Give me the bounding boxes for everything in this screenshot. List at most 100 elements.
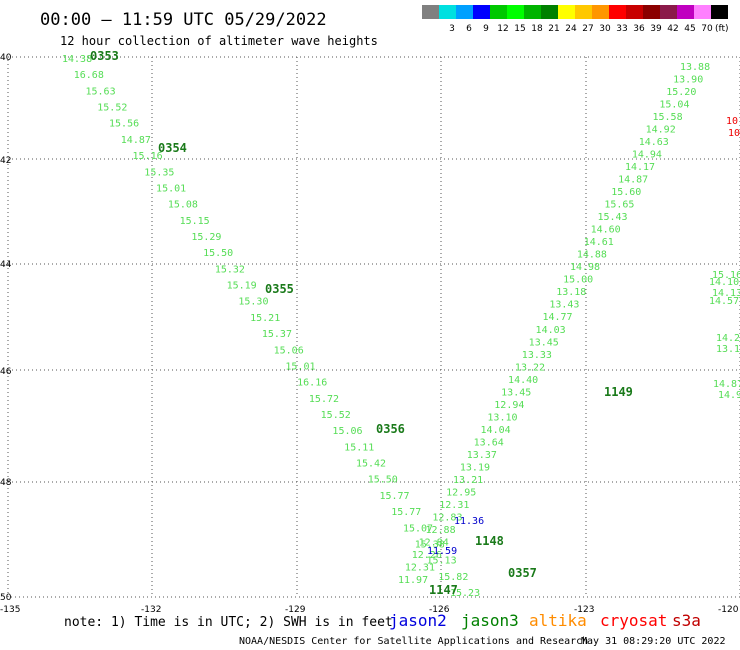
sat-cryosat: cryosat [600, 611, 667, 630]
sat-jason2: jason2 [389, 611, 447, 630]
wave-height-label: 14.92 [646, 125, 676, 136]
legend-swatch [490, 5, 507, 19]
wave-height-label: 15.32 [215, 264, 245, 275]
wave-height-label: 15.50 [368, 475, 398, 486]
legend-tick-label: 45 [684, 24, 695, 34]
legend-tick-label: 33 [616, 24, 627, 34]
legend-tick-label: 15 [514, 24, 525, 34]
wave-height-label: 14.98 [570, 262, 600, 273]
wave-height-label: 10 [728, 128, 740, 139]
lon-label-129: -129 [285, 605, 306, 615]
lat-label-40: 40 [0, 53, 12, 63]
wave-height-label: 15.19 [227, 281, 257, 292]
legend-tick-label: 24 [565, 24, 577, 34]
lat-label-44: 44 [0, 260, 12, 270]
wave-height-label: 15.52 [321, 410, 351, 421]
legend-tick-label: 6 [466, 24, 472, 34]
legend-tick-label: 27 [582, 24, 593, 34]
legend-tick-label: 36 [633, 24, 645, 34]
longitude-labels: -135 -132 -129 -126 -123 -120 [0, 605, 739, 615]
pass-time-label: 1148 [475, 534, 504, 548]
wave-height-label: 15.29 [191, 232, 221, 243]
legend-swatch [677, 5, 694, 19]
wave-height-label: 15.65 [604, 200, 634, 211]
wave-height-label: 14.63 [639, 137, 669, 148]
legend-swatch [609, 5, 626, 19]
wave-height-label: 15.13 [426, 556, 456, 567]
sat-s3a: s3a [672, 611, 701, 630]
wave-height-label: 13.45 [529, 337, 559, 348]
generated-timestamp: May 31 08:29:20 UTC 2022 [581, 636, 726, 647]
wave-height-label: 14.57 [709, 296, 739, 307]
wave-height-label: 14.17 [625, 162, 655, 173]
legend-tick-label: 18 [531, 24, 543, 34]
wave-height-label: 15.23 [450, 588, 480, 599]
legend-swatch [660, 5, 677, 19]
pass-time-label: 0356 [376, 422, 405, 436]
wave-height-label: 13.45 [501, 387, 531, 398]
wave-height-label: 12.95 [446, 487, 476, 498]
wave-height-label: 12.31 [439, 500, 469, 511]
wave-height-label: 15.56 [109, 119, 139, 130]
wave-height-label: 14.88 [577, 250, 607, 261]
wave-height-label: 12.88 [426, 525, 456, 536]
wave-height-label: 15.16 [712, 270, 740, 281]
legend-swatch [507, 5, 524, 19]
map-title: 00:00 – 11:59 UTC 05/29/2022 [40, 10, 327, 30]
pass-time-label: 0357 [508, 566, 537, 580]
sat-altika: altika [529, 611, 587, 630]
legend-tick-label: 39 [650, 24, 662, 34]
wave-height-label: 14.03 [536, 325, 566, 336]
lon-label-132: -132 [141, 605, 161, 615]
pass-time-label: 1147 [429, 583, 458, 597]
lat-label-42: 42 [0, 156, 11, 166]
lon-label-126: -126 [429, 605, 450, 615]
wave-height-label: 16.16 [297, 378, 327, 389]
legend-swatch [473, 5, 490, 19]
wave-height-label: 15.60 [611, 187, 641, 198]
wave-height-label: 13.21 [453, 475, 483, 486]
pass-time-label: 0355 [265, 282, 294, 296]
wave-height-label: 15.63 [86, 86, 116, 97]
wave-height-label: 15.77 [379, 491, 409, 502]
wave-height-label: 14.87 [618, 175, 648, 186]
legend-swatch [592, 5, 609, 19]
wave-height-label: 15.38 [415, 539, 445, 550]
wave-height-label: 13.10 [487, 412, 517, 423]
lon-label-120: -120 [718, 605, 739, 615]
sat-jason3: jason3 [461, 611, 519, 630]
color-legend: 3 6 9 12 15 18 21 24 27 30 33 36 39 42 45 70 [422, 5, 728, 34]
wave-height-label: 15.06 [332, 426, 362, 437]
lat-label-50: 50 [0, 593, 12, 603]
wave-height-label: 13.15 [716, 344, 740, 355]
pass-time-label: 0354 [158, 141, 187, 155]
legend-swatch [541, 5, 558, 19]
wave-height-label: 13.33 [522, 350, 552, 361]
footer-note: note: 1) Time is in UTC; 2) SWH is in fe… [64, 615, 393, 630]
wave-height-label: 15.35 [144, 167, 174, 178]
legend-swatch [626, 5, 643, 19]
wave-height-label: 16.68 [74, 70, 104, 81]
wave-height-label: 14.38 [62, 54, 92, 65]
wave-height-label: 15.50 [203, 248, 233, 259]
wave-height-label: 14.77 [542, 312, 572, 323]
wave-height-label: 13.18 [556, 287, 586, 298]
lon-label-135: -135 [0, 605, 20, 615]
wave-height-label: 12.83 [432, 512, 462, 523]
wave-height-label: 13.64 [474, 437, 504, 448]
wave-height-observations: 14.38 16.68 15.63 15.52 15.56 14.87 15.16 15.35… [62, 54, 740, 599]
wave-height-label: 13.19 [460, 462, 490, 473]
legend-tick-label: 21 [548, 24, 559, 34]
credit-line: NOAA/NESDIS Center for Satellite Applica… [239, 636, 588, 647]
lon-label-123: -123 [574, 605, 594, 615]
wave-height-label: 14.10 [709, 277, 739, 288]
map-subtitle: 12 hour collection of altimeter wave hei… [60, 34, 378, 48]
legend-tick-label: 9 [483, 24, 489, 34]
wave-height-label: 15.04 [659, 100, 689, 111]
wave-height-label: 12.94 [494, 400, 524, 411]
wave-height-label: 13.37 [467, 450, 497, 461]
legend-swatch [456, 5, 473, 19]
wave-height-label: 13.88 [680, 62, 710, 73]
wave-height-label: 12.31 [405, 562, 435, 573]
